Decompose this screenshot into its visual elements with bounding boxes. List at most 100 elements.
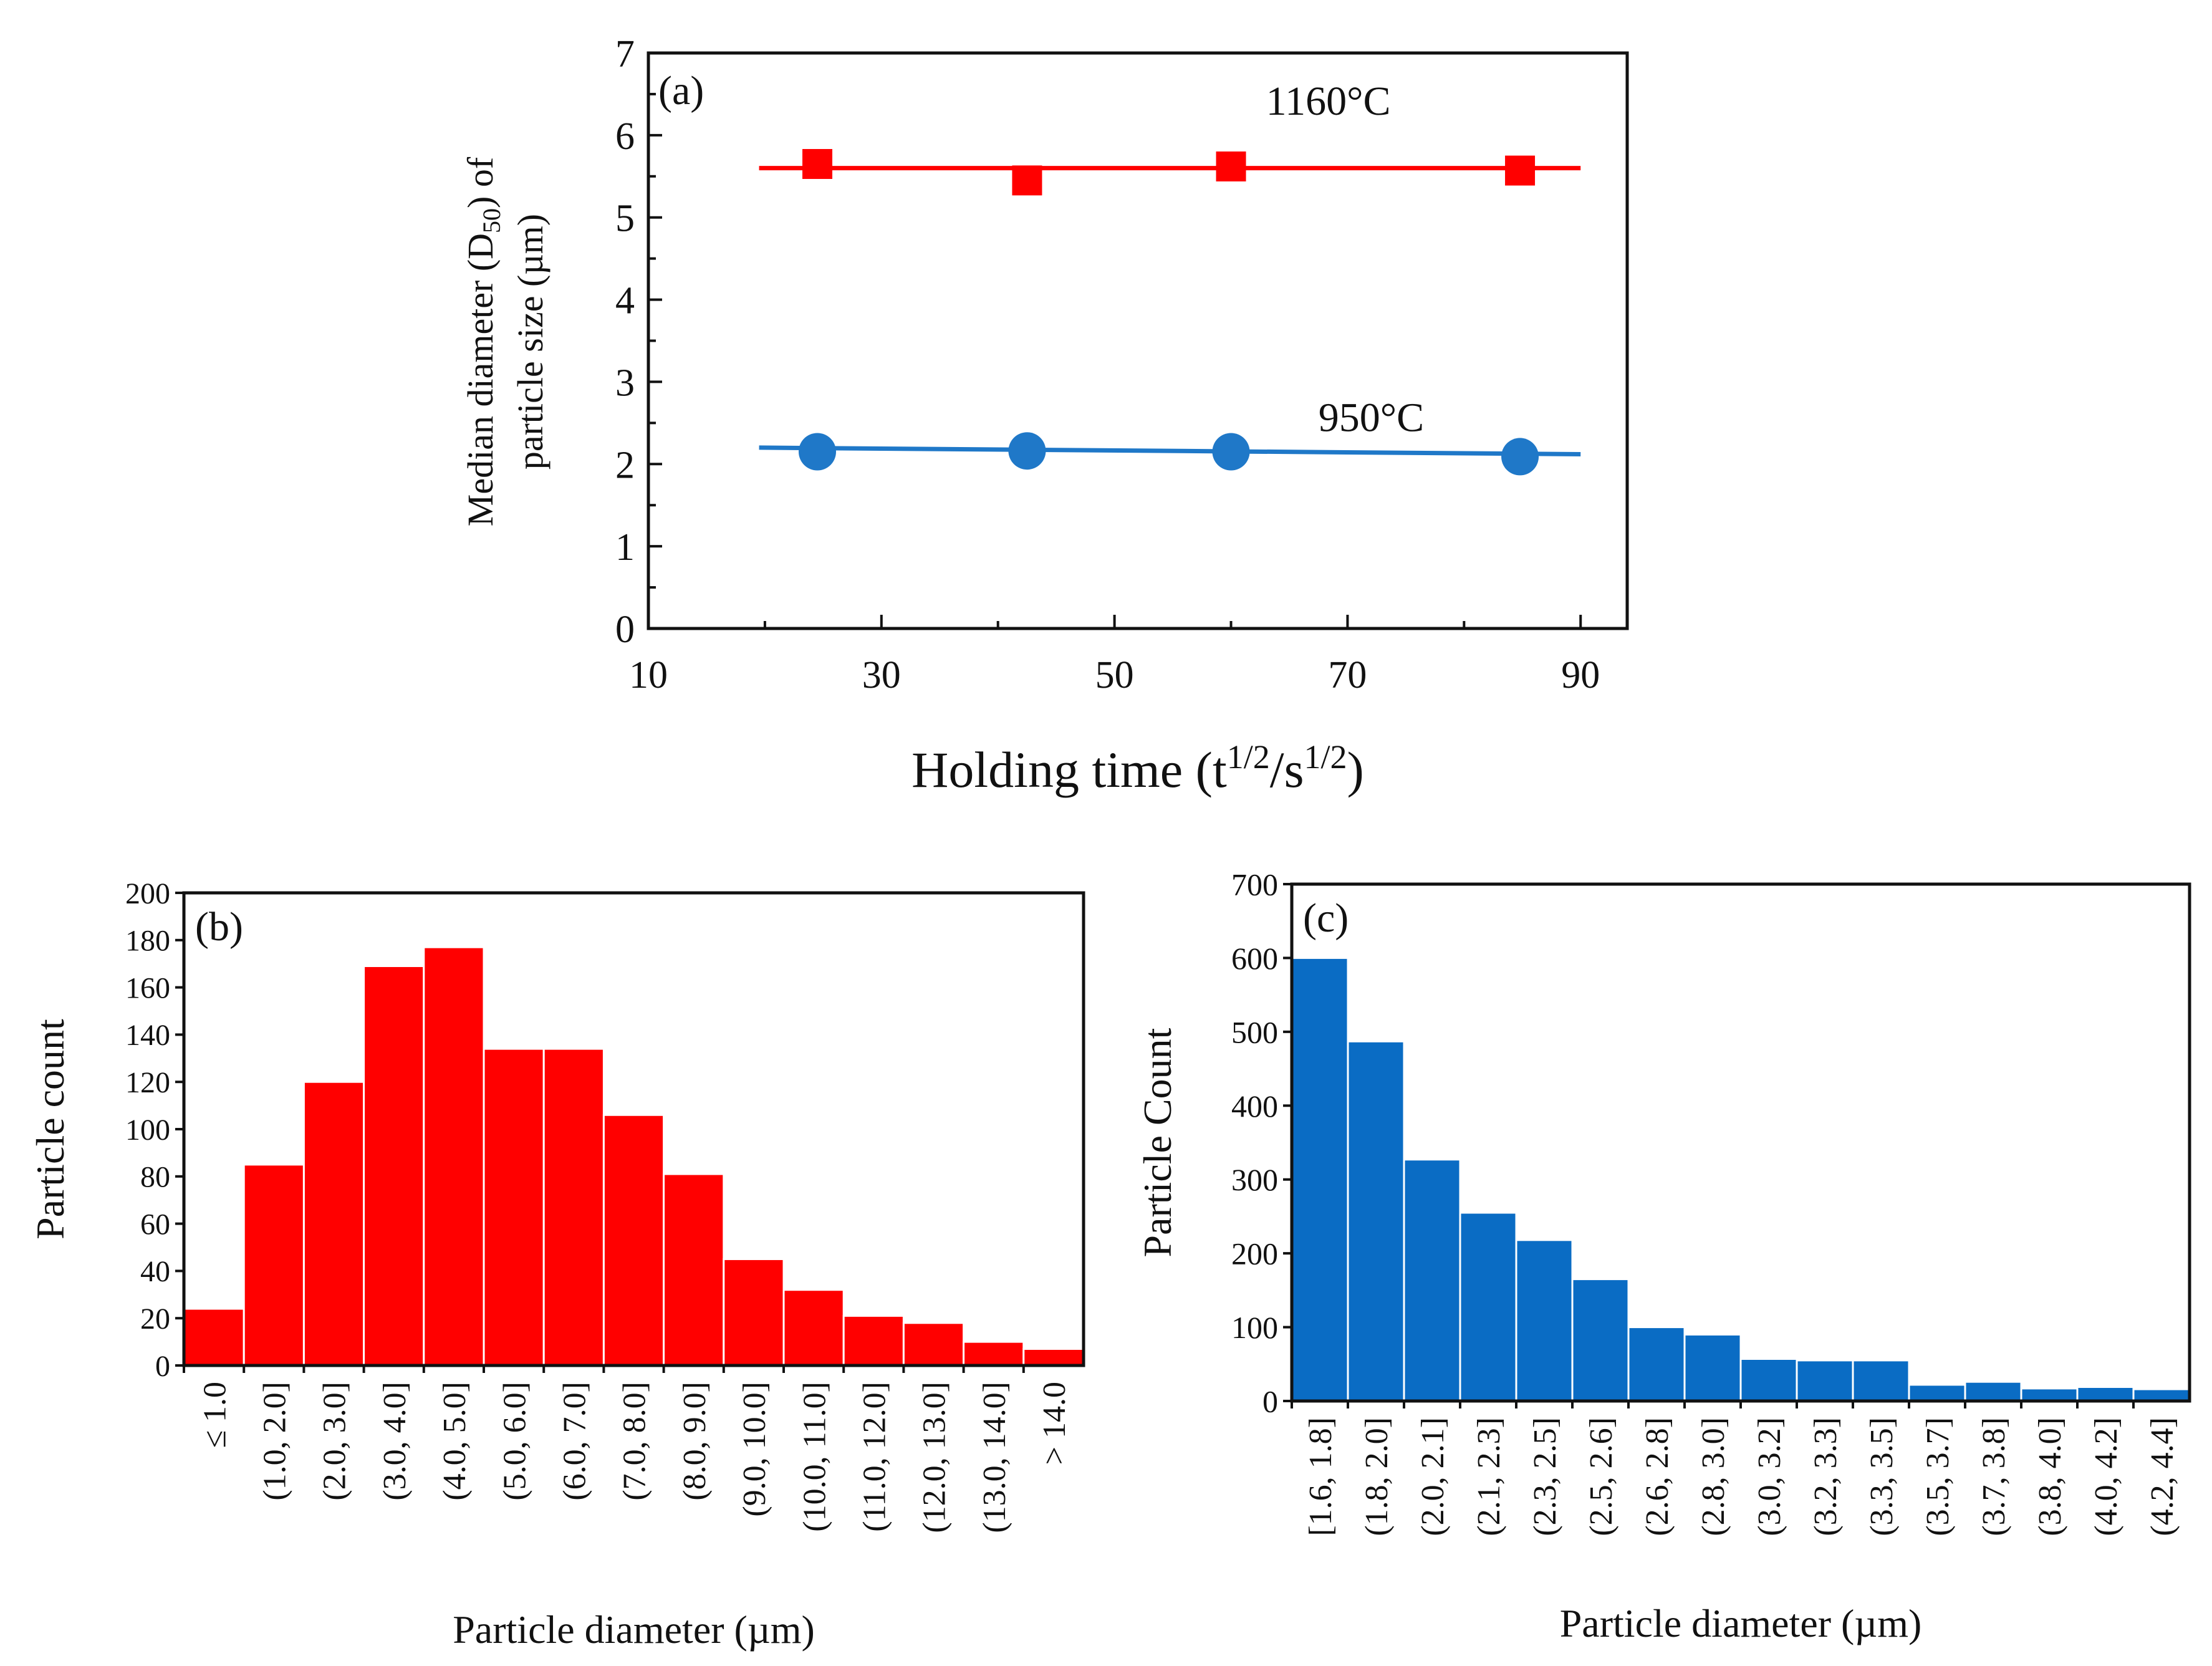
y-tick-label: 0 [155, 1350, 170, 1383]
y-tick-label: 300 [1231, 1162, 1278, 1197]
histogram-bar [1022, 1347, 1085, 1367]
x-category-label: (2.6, 2.8] [1640, 1417, 1675, 1536]
histogram-bar [1683, 1333, 1742, 1402]
y-tick-label: 400 [1231, 1089, 1278, 1124]
panel-c-histogram: 0 100 200 300 400 500 600 700 [1.6, 1.8] (1.8, 2.… [1135, 867, 2191, 1645]
y-tick-label: 7 [615, 33, 635, 75]
histogram-bar [602, 1114, 665, 1367]
x-category-label: [1.6, 1.8] [1303, 1417, 1339, 1536]
histogram-bar [2076, 1385, 2135, 1402]
panel-label: (c) [1303, 895, 1349, 941]
histogram-bar [1908, 1384, 1966, 1402]
x-category-label: (1.0, 2.0] [257, 1382, 293, 1501]
histogram-bar [183, 1307, 245, 1367]
x-category-label: (7.0, 8.0] [617, 1382, 653, 1501]
series-label-1160: 1160°C [1266, 79, 1391, 124]
panel-a-line-chart: 0 1 2 3 4 5 6 7 10 30 50 70 90 (a) 1160°C 950°C Median d… [460, 33, 1629, 798]
y-tick-label: 120 [125, 1066, 170, 1099]
histogram-bar [842, 1314, 905, 1367]
series-label-950: 950°C [1319, 395, 1424, 441]
data-point-square [1505, 155, 1536, 186]
data-point-circle [1008, 432, 1046, 470]
x-category-label: (3.0, 4.0] [377, 1382, 413, 1501]
x-axis-label: Particle diameter (µm) [1560, 1601, 1922, 1645]
data-point-square [802, 149, 833, 180]
y-tick-label: 600 [1231, 941, 1278, 976]
x-category-label: (2.0, 2.1] [1415, 1417, 1451, 1536]
histogram-bar [1291, 956, 1349, 1402]
x-category-label: (3.7, 3.8] [1976, 1417, 2012, 1536]
x-category-label: ≤ 1.0 [197, 1382, 233, 1448]
x-category-label: (4.0, 5.0] [437, 1382, 473, 1501]
histogram-bar [723, 1258, 785, 1367]
histogram-bar [423, 946, 485, 1367]
histogram-bar [1347, 1040, 1405, 1402]
y-tick-label: 140 [125, 1019, 170, 1052]
histogram-bar [1627, 1326, 1686, 1402]
histogram-bar [963, 1341, 1025, 1367]
y-tick-label: 40 [140, 1255, 170, 1288]
data-point-square [1216, 151, 1246, 181]
x-category-label: (9.0, 10.0] [737, 1382, 772, 1517]
histogram-bar [483, 1047, 545, 1367]
histogram-bar [1403, 1158, 1461, 1402]
y-tick-label: 1 [615, 526, 635, 569]
x-category-label: (3.3, 3.5] [1864, 1417, 1900, 1536]
y-tick-label: 80 [140, 1161, 170, 1194]
x-tick-label: 50 [1095, 654, 1134, 696]
y-tick-label: 0 [615, 609, 635, 651]
x-category-label: (4.2, 4.4] [2145, 1417, 2180, 1536]
x-category-label: (10.0, 11.0] [797, 1382, 832, 1532]
x-category-label: (2.0, 3.0] [317, 1382, 353, 1501]
histogram-bar [1515, 1239, 1574, 1402]
x-category-label: (2.3, 2.5] [1527, 1417, 1563, 1536]
y-axis-label: Particle count [28, 1019, 72, 1240]
x-category-label: (13.0, 14.0] [977, 1382, 1012, 1533]
data-point-circle [1501, 438, 1539, 476]
y-tick-label: 200 [1231, 1236, 1278, 1271]
histogram-bar [902, 1322, 965, 1367]
data-point-circle [799, 433, 837, 471]
x-tick-label: 30 [862, 654, 901, 696]
x-category-label: (3.8, 4.0] [2032, 1417, 2068, 1536]
x-category-label: (5.0, 6.0] [497, 1382, 532, 1501]
x-tick-label: 10 [629, 654, 668, 696]
y-tick-label: 5 [615, 198, 635, 240]
data-point-circle [1212, 433, 1250, 471]
y-axis-label: Particle Count [1135, 1028, 1180, 1257]
x-category-label: > 14.0 [1037, 1382, 1072, 1465]
x-category-label: (2.5, 2.6] [1584, 1417, 1619, 1536]
x-category-label: (1.8, 2.0] [1359, 1417, 1395, 1536]
histogram-bar [1852, 1359, 1910, 1402]
x-tick-label: 90 [1561, 654, 1600, 696]
histogram-bar [243, 1163, 305, 1367]
histogram-bar [1459, 1211, 1517, 1402]
histogram-bar [2132, 1388, 2191, 1402]
y-tick-label: 0 [1262, 1384, 1278, 1419]
y-tick-label: 500 [1231, 1014, 1278, 1049]
y-tick-label: 100 [125, 1114, 170, 1147]
x-category-label: (8.0, 9.0] [677, 1382, 713, 1501]
histogram-bar [1571, 1278, 1630, 1402]
histogram-bar [1796, 1359, 1854, 1402]
x-category-label: (12.0, 13.0] [917, 1382, 953, 1533]
histogram-bar [782, 1289, 845, 1367]
x-category-label: (2.1, 2.3] [1471, 1417, 1507, 1536]
panel-b-histogram: 0 20 40 60 80 100 120 140 160 180 200 ≤ 1.0 (1.0, 2.… [28, 877, 1085, 1652]
x-axis-label: Holding time (t1/2/s1/2) [911, 738, 1364, 798]
x-category-label: (3.5, 3.7] [1920, 1417, 1956, 1536]
histogram-bar [302, 1081, 365, 1367]
y-tick-label: 160 [125, 971, 170, 1004]
data-point-square [1012, 165, 1042, 196]
histogram-bar [363, 965, 425, 1367]
x-category-label: (3.2, 3.3] [1808, 1417, 1844, 1536]
histogram-bar [1739, 1357, 1798, 1402]
x-category-label: (3.0, 3.2] [1752, 1417, 1787, 1536]
x-category-label: (4.0, 4.2] [2089, 1417, 2124, 1536]
histogram-bar [542, 1047, 605, 1367]
y-axis-label-line1: Median diameter (D50) of [460, 156, 506, 526]
histogram-bar [2020, 1387, 2079, 1402]
panel-label: (a) [658, 68, 704, 113]
y-axis-label-line2: particle size (µm) [510, 214, 551, 469]
